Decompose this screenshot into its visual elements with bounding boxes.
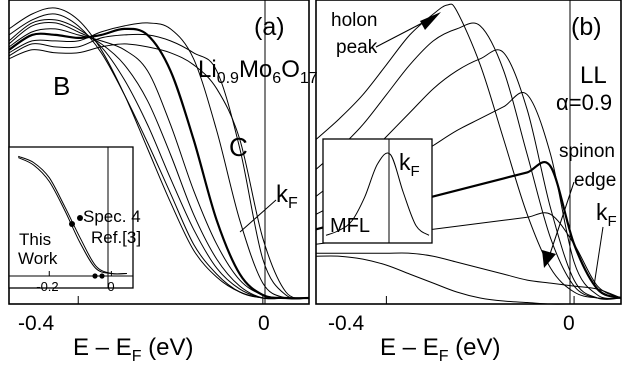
panel-b-label: (b) [571, 13, 602, 41]
inset-a-xtick-label-1: -0.2 [36, 279, 58, 294]
panel-a-spectrum-6 [8, 27, 310, 300]
compound-li: Li [198, 56, 217, 83]
panel-a-label: (a) [254, 13, 285, 41]
holon-label-2: peak [336, 37, 378, 58]
compound-li-sub: 0.9 [217, 70, 239, 87]
panel-a-inset: -0.2 0 This Work Spec. 4 Ref.[3] [8, 146, 141, 294]
panel-a-xtick-1: -0.4 [18, 312, 55, 335]
holon-arrowhead [420, 12, 441, 30]
inset-b-spectrum-1 [325, 152, 430, 236]
compound-mo: Mo [239, 56, 272, 83]
spinon-label-1: spinon [559, 141, 615, 162]
panel-a: (a) Li0.9Mo6O17 B C kF -0.2 0 This Work S… [8, 0, 318, 365]
inset-b-kf-label: kF [399, 149, 420, 180]
inset-a-this-label-2: Work [18, 249, 58, 268]
holon-label-1: holon [331, 10, 378, 31]
panel-a-xlabel: E – EF (eV) [73, 334, 194, 365]
panel-b-spectrum-8 [315, 255, 621, 305]
inset-a-xtick-label-2: 0 [107, 279, 114, 294]
panel-a-spectrum-4 [8, 21, 309, 300]
inset-a-marker-this-work [69, 221, 75, 227]
compound-o: O [281, 56, 300, 83]
spinon-arrow [549, 181, 575, 255]
panel-a-kf-pointer [239, 199, 277, 233]
inset-a-spec-label-1: Spec. 4 [83, 207, 141, 226]
inset-a-frame [8, 146, 134, 289]
panel-b: (b) holon peak LL α=0.9 spinon edge kF M… [315, 0, 622, 365]
panel-b-frame [315, 0, 622, 305]
panel-a-spectrum-7 [8, 22, 310, 300]
inset-a-this-label-1: This [19, 230, 51, 249]
panel-b-xtick-2: 0 [563, 312, 575, 335]
compound-o-sub: 17 [300, 70, 318, 87]
spinon-arrowhead [542, 250, 556, 268]
inset-b-curves [325, 152, 430, 236]
panel-a-ticks [77, 296, 264, 304]
panel-b-kf-label: kF [596, 199, 617, 230]
inset-a-spectrum-2 [17, 157, 127, 275]
panel-b-ticks [385, 296, 575, 304]
panel-a-xtick-2: 0 [258, 312, 270, 335]
peak-c-label: C [229, 132, 248, 162]
panel-b-spectrum-7 [316, 252, 622, 299]
panel-b-inset: MFL kF [322, 138, 433, 244]
panel-b-xlabel: E – EF (eV) [380, 334, 501, 365]
panel-b-xtick-1: -0.4 [328, 312, 365, 335]
ll-label: LL [580, 62, 607, 89]
inset-a-ticks: -0.2 0 [36, 271, 115, 294]
inset-a-marker-zero-2 [99, 273, 105, 279]
compound-mo-sub: 6 [272, 70, 281, 87]
inset-a-marker-zero-1 [92, 273, 98, 279]
panel-a-spectrum-8 [8, 33, 310, 300]
alpha-label: α=0.9 [556, 90, 612, 115]
holon-arrow [375, 19, 429, 48]
inset-a-marker-spec [77, 215, 83, 221]
panel-a-kf-label: kF [276, 181, 298, 212]
peak-b-label: B [53, 71, 70, 101]
panel-a-spectrum-9 [8, 43, 310, 299]
panel-b-kf-pointer [593, 226, 604, 287]
panel-b-spectrum-1 [315, 3, 622, 299]
spinon-label-2: edge [574, 170, 616, 191]
mfl-label: MFL [330, 215, 370, 237]
inset-a-spec-label-2: Ref.[3] [91, 228, 141, 247]
compound-formula: Li0.9Mo6O17 [198, 56, 318, 87]
inset-b-frame [322, 138, 433, 244]
panel-a-curves [8, 7, 310, 300]
